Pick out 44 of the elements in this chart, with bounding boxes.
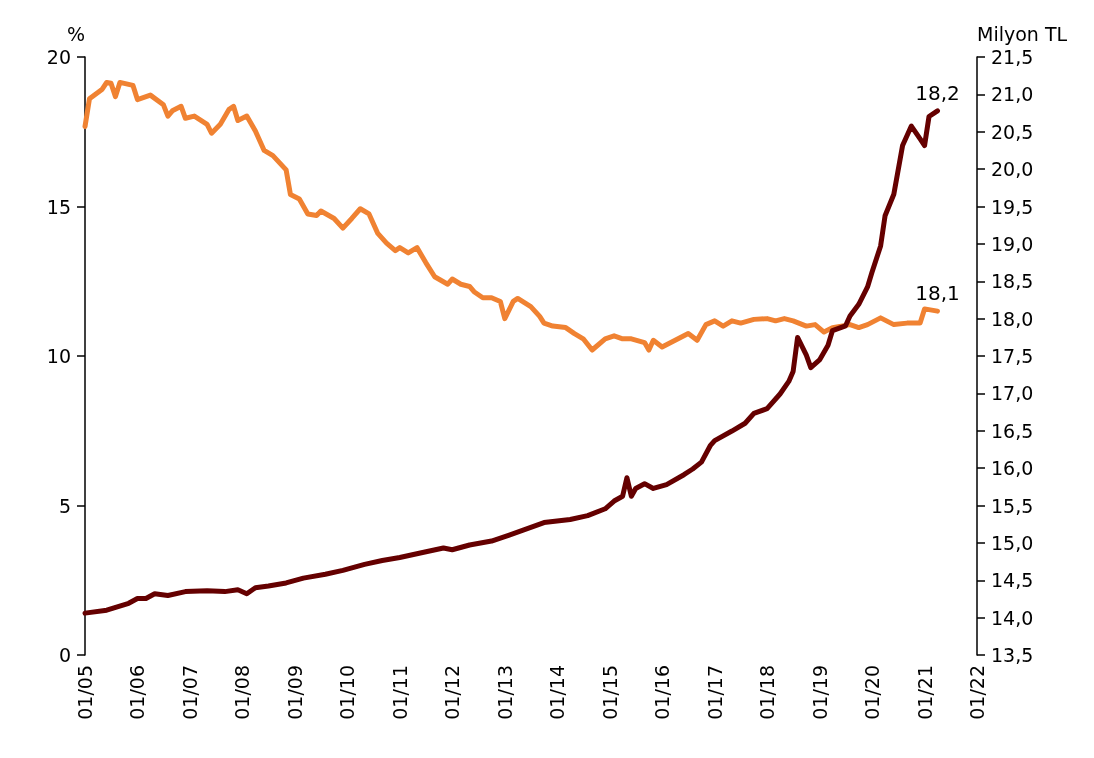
y2-tick-label: 16,5 [991, 419, 1034, 442]
y-axis-title: % [66, 22, 85, 45]
y2-tick-label: 21,5 [991, 46, 1034, 68]
y2-tick-label: 14,5 [991, 569, 1034, 592]
x-tick-label: 01/06 [126, 665, 149, 720]
y2-tick-label: 20,0 [991, 158, 1034, 181]
x-tick-label: 01/19 [808, 665, 831, 720]
y2-tick-label: 15,0 [991, 531, 1034, 554]
y-tick-label: 10 [46, 345, 71, 367]
y2-tick-label: 15,5 [991, 494, 1034, 517]
x-tick-label: 01/18 [756, 665, 779, 720]
y2-tick-label: 14,0 [991, 606, 1034, 629]
x-tick-label: 01/22 [966, 665, 988, 720]
y2-tick-label: 18,5 [991, 270, 1034, 293]
y2-tick-label: 19,5 [991, 195, 1034, 218]
x-tick-label: 01/07 [178, 665, 201, 720]
x-tick-label: 01/20 [860, 665, 883, 720]
x-tick-label: 01/21 [913, 665, 936, 720]
x-tick-label: 01/10 [336, 665, 359, 720]
y2-tick-label: 17,0 [991, 382, 1034, 405]
annotation: 18,1 [915, 281, 960, 306]
y2-tick-label: 17,5 [991, 345, 1034, 367]
y2-tick-label: 21,0 [991, 83, 1034, 106]
x-tick-label: 01/17 [703, 665, 726, 720]
y2-tick-label: 16,0 [991, 457, 1034, 480]
y-tick-label: 20 [46, 46, 71, 68]
y2-axis-title: Milyon TL [977, 22, 1068, 45]
x-tick-label: 01/09 [283, 665, 306, 720]
x-tick-label: 01/16 [651, 665, 674, 720]
x-tick-label: 01/13 [493, 665, 516, 720]
annotation: 18,2 [915, 80, 960, 105]
x-tick-label: 01/14 [546, 665, 569, 720]
x-tick-label: 01/12 [441, 665, 464, 720]
y-tick-label: 5 [58, 494, 71, 517]
y2-tick-label: 19,0 [991, 232, 1034, 255]
x-tick-label: 01/05 [74, 665, 96, 720]
x-tick-label: 01/15 [598, 665, 621, 720]
y-tick-label: 0 [58, 644, 71, 666]
y2-tick-label: 13,5 [991, 644, 1034, 666]
y2-tick-label: 20,5 [991, 120, 1034, 143]
x-tick-label: 01/11 [388, 665, 411, 720]
y-tick-label: 15 [46, 195, 71, 218]
x-tick-label: 01/08 [231, 665, 254, 720]
y2-tick-label: 18,0 [991, 307, 1034, 330]
